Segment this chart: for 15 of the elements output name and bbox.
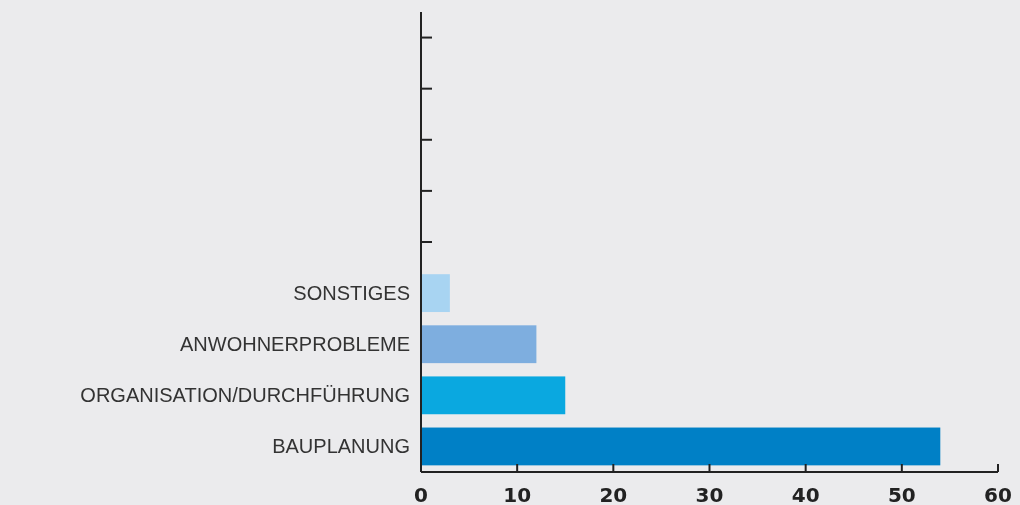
x-tick-label: 40	[791, 483, 820, 505]
x-tick-label: 60	[984, 483, 1012, 505]
x-tick-label: 0	[414, 483, 428, 505]
x-tick-label: 30	[695, 483, 724, 505]
y-tick-label: ANWOHNERPROBLEME	[179, 333, 410, 356]
bar	[421, 325, 537, 364]
bar	[421, 376, 566, 415]
x-tick-label: 20	[599, 483, 628, 505]
x-tick-label: 50	[887, 483, 916, 505]
y-tick-label: BAUPLANUNG	[272, 435, 410, 458]
x-tick-label: 10	[503, 483, 532, 505]
y-tick-label: SONSTIGES	[293, 282, 410, 305]
bar	[421, 427, 941, 466]
bar	[421, 274, 450, 313]
y-tick-label: ORGANISATION/DURCHFÜHRUNG	[80, 384, 410, 407]
